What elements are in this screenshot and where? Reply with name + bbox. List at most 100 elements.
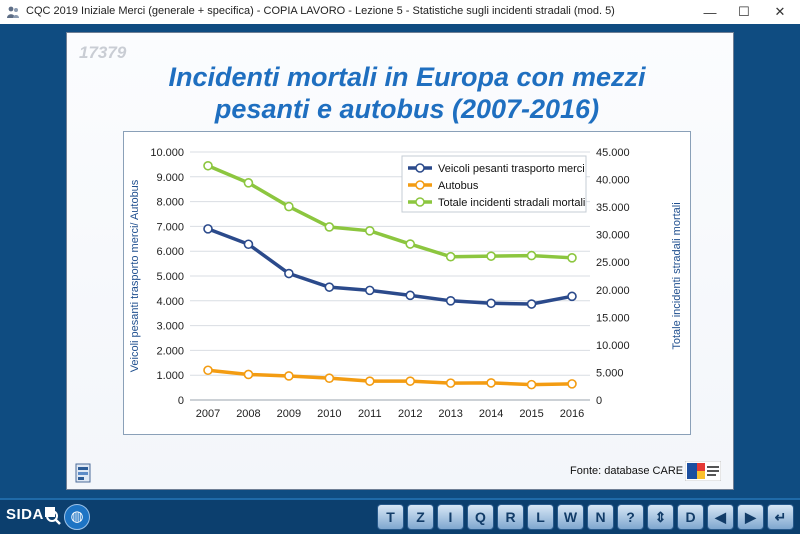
x-tick-label: 2009	[277, 408, 301, 420]
legend-marker	[415, 180, 425, 190]
series-line-2	[207, 164, 573, 260]
nav-button-i[interactable]: I	[437, 504, 464, 530]
y-left-tick-label: 10.000	[150, 147, 184, 159]
data-point	[405, 290, 416, 301]
sida-logo: SIDA	[6, 506, 44, 523]
nav-button-r[interactable]: R	[497, 504, 524, 530]
slide-id: 17379	[79, 43, 127, 62]
data-point	[203, 365, 213, 376]
nav-button-l[interactable]: L	[527, 504, 554, 530]
legend-box	[401, 155, 587, 213]
data-point	[567, 253, 577, 263]
nav-button-enter[interactable]: ↵	[767, 504, 794, 530]
data-point	[526, 250, 537, 261]
line-chart: 0 1.000 2.000 3.000 4.000 5.000 6.000 7.000 8.00…	[129, 147, 683, 420]
legend-label: Totale incidenti stradali mortali	[438, 197, 585, 209]
y-right-tick-label: 45.000	[596, 147, 630, 159]
data-point	[486, 251, 496, 261]
data-point	[405, 376, 416, 386]
window-title: CQC 2019 Iniziale Merci (generale + spec…	[26, 5, 615, 17]
close-button[interactable]: ✕	[774, 4, 786, 19]
data-point	[243, 239, 254, 250]
nav-button-prev[interactable]: ◀	[707, 504, 734, 530]
nav-button-help[interactable]: ?	[617, 504, 644, 530]
y-left-tick-label: 4.000	[156, 296, 184, 308]
y-right-tick-label: 10.000	[596, 340, 630, 352]
nav-button-scroll[interactable]: ⇕	[647, 504, 674, 530]
data-point	[567, 379, 577, 389]
navigation-bar: SIDA ◍ T Z I Q R L W N? ⇕ D ◀ ▶ ↵	[0, 498, 800, 534]
y-right-tick-label: 25.000	[596, 257, 630, 269]
x-tick-label: 2007	[196, 408, 220, 420]
data-point	[405, 239, 416, 249]
data-point	[486, 378, 496, 388]
x-tick-label: 2008	[236, 408, 260, 420]
data-point	[445, 296, 456, 306]
y-left-tick-label: 5.000	[156, 271, 184, 283]
x-tick-label: 2015	[519, 408, 543, 420]
y-right-tick-label: 40.000	[596, 175, 630, 187]
data-point	[243, 369, 254, 380]
y-left-tick-label: 3.000	[156, 321, 184, 333]
x-tick-label: 2016	[560, 408, 584, 420]
data-point	[567, 291, 577, 302]
y-right-tick-label: 0	[596, 395, 602, 407]
data-point	[445, 378, 456, 388]
slide-title-line2: pesanti e autobus (2007-2016)	[214, 94, 600, 124]
chart-container: 0 1.000 2.000 3.000 4.000 5.000 6.000 7.000 8.00…	[123, 131, 691, 435]
series-line-1	[207, 368, 573, 387]
data-point	[203, 224, 213, 234]
data-point	[364, 376, 375, 386]
window-titlebar: CQC 2019 Iniziale Merci (generale + spec…	[0, 0, 800, 25]
nav-button-d[interactable]: D	[677, 504, 704, 530]
y-right-tick-label: 15.000	[596, 312, 630, 324]
data-point	[203, 160, 213, 171]
globe-icon[interactable]: ◍	[64, 504, 90, 530]
y-right-tick-label: 20.000	[596, 285, 630, 297]
y-right-tick-label: 5.000	[596, 367, 624, 379]
y-right-axis-title: Totale incidenti stradali mortali	[671, 202, 683, 349]
series-line-0	[207, 227, 573, 306]
x-tick-label: 2011	[358, 408, 382, 420]
data-point	[324, 373, 335, 383]
data-point	[364, 285, 375, 296]
data-point	[526, 299, 537, 309]
y-left-tick-label: 0	[178, 395, 184, 407]
data-point	[324, 282, 335, 292]
data-point	[486, 298, 496, 309]
slide-title: Incidenti mortali in Europa con mezzi pe…	[107, 61, 707, 125]
legend-marker	[415, 197, 425, 207]
x-tick-label: 2013	[438, 408, 462, 420]
y-left-tick-label: 8.000	[156, 197, 184, 209]
nav-button-w[interactable]: W	[557, 504, 584, 530]
y-left-tick-label: 7.000	[156, 221, 184, 233]
nav-button-t[interactable]: T	[377, 504, 404, 530]
y-left-tick-label: 2.000	[156, 345, 184, 357]
data-point	[526, 379, 537, 390]
y-right-tick-label: 30.000	[596, 230, 630, 242]
y-left-tick-label: 9.000	[156, 172, 184, 184]
slide-title-line1: Incidenti mortali in Europa con mezzi	[168, 62, 646, 92]
nav-button-q[interactable]: Q	[467, 504, 494, 530]
nav-button-next[interactable]: ▶	[737, 504, 764, 530]
x-tick-label: 2012	[398, 408, 422, 420]
maximize-button[interactable]: ☐	[738, 4, 750, 19]
nav-button-z[interactable]: Z	[407, 504, 434, 530]
data-point	[243, 178, 254, 188]
y-left-tick-label: 6.000	[156, 246, 184, 258]
care-database-logo-icon	[685, 461, 721, 481]
y-left-tick-label: 1.000	[156, 370, 184, 382]
data-point	[284, 371, 294, 381]
sida-search-icon[interactable]	[44, 506, 62, 526]
nav-buttons: T Z I Q R L W N? ⇕ D ◀ ▶ ↵	[377, 504, 794, 530]
source-note: Fonte: database CARE	[570, 465, 684, 477]
minimize-button[interactable]: —	[703, 4, 717, 20]
data-point	[445, 251, 456, 262]
legend-label: Autobus	[438, 180, 479, 192]
data-point	[284, 201, 294, 212]
x-tick-label: 2010	[317, 408, 341, 420]
sida-small-logo-icon	[75, 463, 91, 483]
slide: 17379 Incidenti mortali in Europa con me…	[66, 32, 734, 490]
nav-button-n[interactable]: N	[587, 504, 614, 530]
data-point	[364, 226, 375, 236]
